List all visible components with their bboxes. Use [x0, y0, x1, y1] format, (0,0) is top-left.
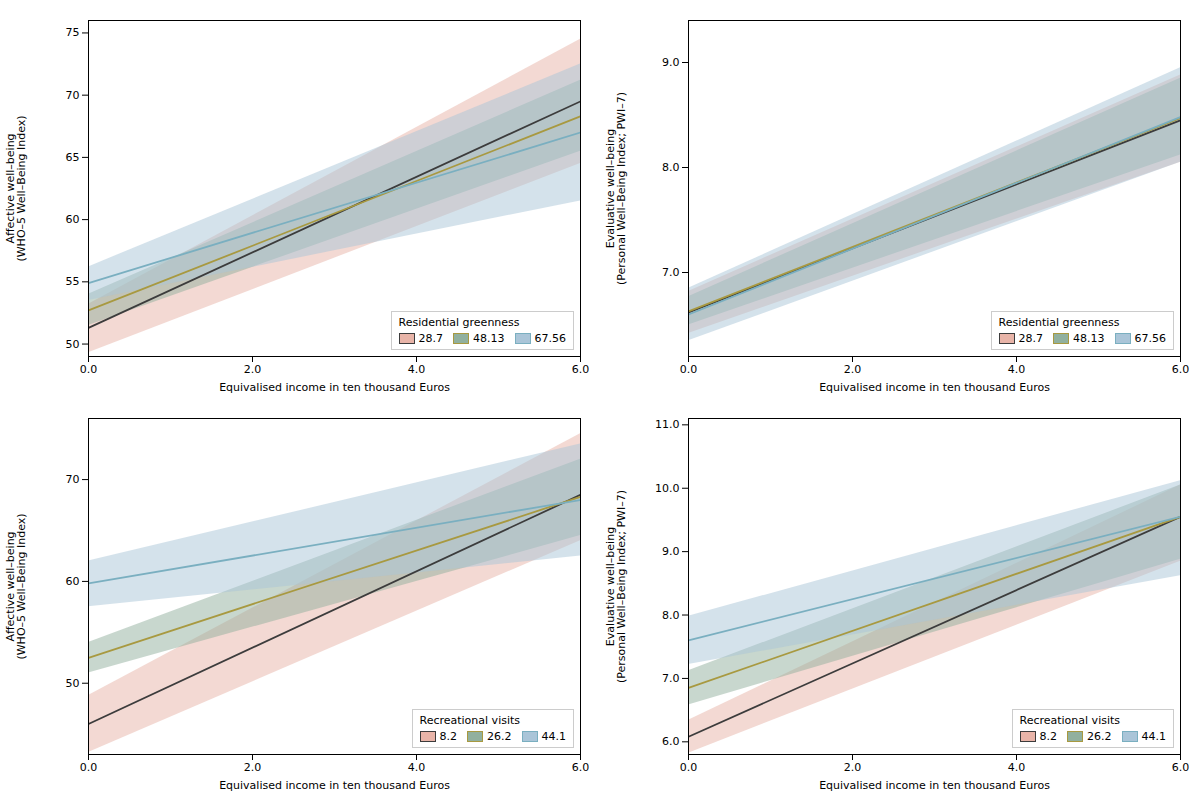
svg-text:65: 65 [66, 151, 80, 164]
html-text:44.1: 44.1 [541, 730, 566, 743]
svg-text:Equivalised income in ten thou: Equivalised income in ten thousand Euros [219, 779, 450, 792]
html-text:26.2: 26.2 [1087, 730, 1112, 743]
html-text:Recreational visits: Recreational visits [1019, 714, 1120, 727]
svg-text:7.0: 7.0 [662, 266, 680, 279]
html-text:8.2: 8.2 [1039, 730, 1057, 743]
svg-text:7.0: 7.0 [662, 672, 680, 685]
svg-text:6.0: 6.0 [572, 363, 590, 376]
svg-text:2.0: 2.0 [244, 363, 262, 376]
html-text:48.13: 48.13 [1073, 332, 1105, 345]
svg-text:Equivalised income in ten thou: Equivalised income in ten thousand Euros [219, 381, 450, 394]
html-text:8.2: 8.2 [439, 730, 457, 743]
svg-text:Equivalised income in ten thou: Equivalised income in ten thousand Euros [819, 779, 1050, 792]
html-text:67.56: 67.56 [534, 332, 566, 345]
svg-text:0.0: 0.0 [680, 761, 698, 774]
svg-text:Affective well–being(WHO–5 Wel: Affective well–being(WHO–5 Well–Being In… [4, 513, 28, 659]
svg-text:4.0: 4.0 [408, 761, 426, 774]
svg-text:8.0: 8.0 [662, 609, 680, 622]
svg-text:70: 70 [66, 89, 80, 102]
svg-text:2.0: 2.0 [844, 761, 862, 774]
html-text:Residential greenness: Residential greenness [398, 316, 520, 329]
svg-text:Evaluative well–being(Personal: Evaluative well–being(Personal Well–Bein… [604, 92, 628, 285]
svg-text:Equivalised income in ten thou: Equivalised income in ten thousand Euros [819, 381, 1050, 394]
html-text:48.13: 48.13 [473, 332, 505, 345]
svg-text:60: 60 [66, 213, 80, 226]
svg-text:0.0: 0.0 [80, 363, 98, 376]
svg-text:Affective well–being(WHO–5 Wel: Affective well–being(WHO–5 Well–Being In… [4, 115, 28, 261]
svg-text:50: 50 [66, 338, 80, 351]
html-text:44.1: 44.1 [1141, 730, 1166, 743]
svg-text:60: 60 [66, 575, 80, 588]
html-text:28.7: 28.7 [418, 332, 443, 345]
html-text:67.56: 67.56 [1134, 332, 1166, 345]
svg-text:4.0: 4.0 [408, 363, 426, 376]
svg-text:4.0: 4.0 [1008, 363, 1026, 376]
html-text:28.7: 28.7 [1018, 332, 1043, 345]
svg-text:6.0: 6.0 [662, 735, 680, 748]
svg-text:10.0: 10.0 [655, 482, 680, 495]
svg-text:11.0: 11.0 [655, 418, 680, 431]
html-text:Recreational visits: Recreational visits [419, 714, 520, 727]
svg-text:Evaluative well–being(Personal: Evaluative well–being(Personal Well–Bein… [604, 490, 628, 683]
svg-text:70: 70 [66, 473, 80, 486]
svg-text:6.0: 6.0 [1172, 363, 1190, 376]
svg-text:8.0: 8.0 [662, 161, 680, 174]
svg-text:2.0: 2.0 [244, 761, 262, 774]
svg-text:0.0: 0.0 [80, 761, 98, 774]
svg-text:9.0: 9.0 [662, 56, 680, 69]
svg-text:9.0: 9.0 [662, 545, 680, 558]
svg-text:6.0: 6.0 [572, 761, 590, 774]
svg-text:4.0: 4.0 [1008, 761, 1026, 774]
html-text:Residential greenness: Residential greenness [998, 316, 1120, 329]
svg-text:55: 55 [66, 275, 80, 288]
svg-text:2.0: 2.0 [844, 363, 862, 376]
html-text:26.2: 26.2 [487, 730, 512, 743]
svg-text:0.0: 0.0 [680, 363, 698, 376]
svg-text:75: 75 [66, 26, 80, 39]
svg-text:50: 50 [66, 677, 80, 690]
svg-text:6.0: 6.0 [1172, 761, 1190, 774]
